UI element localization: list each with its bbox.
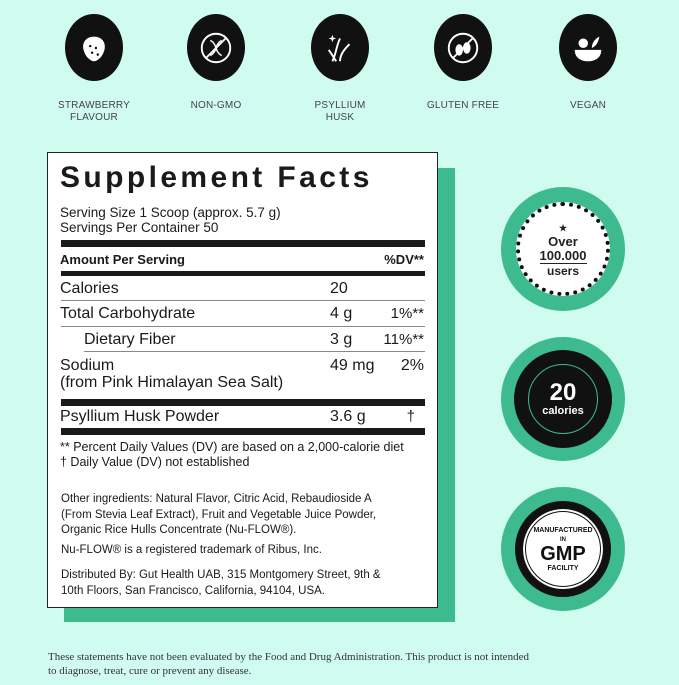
feature-label-line: HUSK (325, 112, 355, 123)
row-dv-psyllium: † (406, 408, 415, 425)
star-icon: ★ (558, 222, 568, 233)
row-amount-calories: 20 (330, 280, 348, 297)
trademark-note: Nu-FLOW® is a registered trademark of Ri… (61, 544, 322, 556)
divider-thin (61, 326, 425, 327)
ingredients-line: (From Stevia Leaf Extract), Fruit and Ve… (61, 508, 377, 521)
badge-gmp-bottom: FACILITY (547, 564, 579, 572)
gluten-free-icon (434, 14, 492, 81)
badge-users: ★ Over 100.000 users (501, 187, 625, 311)
distributor: Distributed By: Gut Health UAB, 315 Mont… (61, 568, 381, 599)
badge-gmp-main: GMP (540, 542, 586, 565)
divider-thin (84, 351, 425, 352)
feature-label-vegan: VEGAN (533, 100, 643, 112)
psyllium-icon (311, 14, 369, 81)
row-amount-carbohydrate: 4 g (330, 305, 353, 322)
row-name-psyllium: Psyllium Husk Powder (60, 408, 220, 425)
footnote-dv: ** Percent Daily Values (DV) are based o… (60, 440, 404, 454)
row-amount-fiber: 3 g (330, 331, 353, 348)
row-name-fiber: Dietary Fiber (84, 331, 176, 348)
feature-label-strawberry: STRAWBERRY FLAVOUR (39, 100, 149, 124)
feature-label-non-gmo: NON-GMO (161, 100, 271, 112)
row-sub-sodium: (from Pink Himalayan Sea Salt) (60, 374, 284, 391)
row-name-carbohydrate: Total Carbohydrate (60, 305, 196, 322)
badge-users-line3: users (546, 263, 580, 278)
row-dv-sodium: 2% (400, 357, 424, 374)
ingredients: Other ingredients: Natural Flavor, Citri… (61, 492, 376, 539)
divider-thick (61, 240, 425, 247)
footnote-dagger: † Daily Value (DV) not established (60, 455, 250, 469)
serving-size: Serving Size 1 Scoop (approx. 5.7 g) (60, 205, 281, 220)
strawberry-icon (65, 14, 123, 81)
feature-label-psyllium: PSYLLIUM HUSK (285, 100, 395, 124)
row-dv-carbohydrate: 1%** (390, 305, 424, 322)
feature-label-gluten-free: GLUTEN FREE (408, 100, 518, 112)
header-dv: %DV** (384, 252, 424, 267)
divider-thin (61, 300, 425, 301)
feature-label-line: GLUTEN FREE (426, 100, 500, 111)
row-amount-psyllium: 3.6 g (330, 408, 366, 425)
badge-gmp: MANUFACTURED IN GMP FACILITY (501, 487, 625, 611)
distributor-line: Distributed By: Gut Health UAB, 315 Mont… (61, 569, 381, 581)
badge-calories-unit: calories (542, 405, 584, 417)
ingredients-line: Organic Rice Hulls Concentrate (Nu-FLOW®… (61, 524, 297, 536)
divider-thick (61, 428, 425, 435)
supplement-facts-panel: Supplement Facts Serving Size 1 Scoop (a… (47, 152, 438, 608)
servings-per-container: Servings Per Container 50 (60, 220, 219, 235)
badge-gmp-top: MANUFACTURED (533, 526, 593, 534)
disclaimer-line: These statements have not been evaluated… (48, 651, 529, 663)
divider-thick (61, 271, 425, 276)
feature-label-line: VEGAN (569, 100, 606, 111)
badge-users-line1: Over (548, 233, 578, 249)
badge-calories-number: 20 (549, 379, 577, 406)
row-dv-fiber: 11%** (383, 331, 424, 348)
disclaimer-line: to diagnose, treat, cure or prevent any … (48, 665, 252, 677)
badge-users-line2: 100.000 (539, 247, 587, 264)
header-amount: Amount Per Serving (60, 252, 185, 267)
distributor-line: 10th Floors, San Francisco, California, … (61, 584, 325, 597)
feature-label-line: PSYLLIUM (314, 100, 366, 111)
row-amount-sodium: 49 mg (330, 357, 375, 374)
feature-label-line: FLAVOUR (70, 112, 118, 123)
row-name-calories: Calories (60, 280, 119, 297)
divider-thick (61, 399, 425, 406)
facts-title: Supplement Facts (60, 161, 373, 194)
feature-label-line: STRAWBERRY (57, 100, 130, 111)
row-name-sodium: Sodium (60, 357, 115, 374)
ingredients-line: Other ingredients: Natural Flavor, Citri… (61, 493, 372, 505)
feature-label-line: NON-GMO (190, 100, 242, 111)
non-gmo-icon (187, 14, 245, 81)
badge-calories: 20 calories (501, 337, 625, 461)
vegan-icon (559, 14, 617, 81)
badge-gmp-mid: IN (560, 536, 566, 543)
